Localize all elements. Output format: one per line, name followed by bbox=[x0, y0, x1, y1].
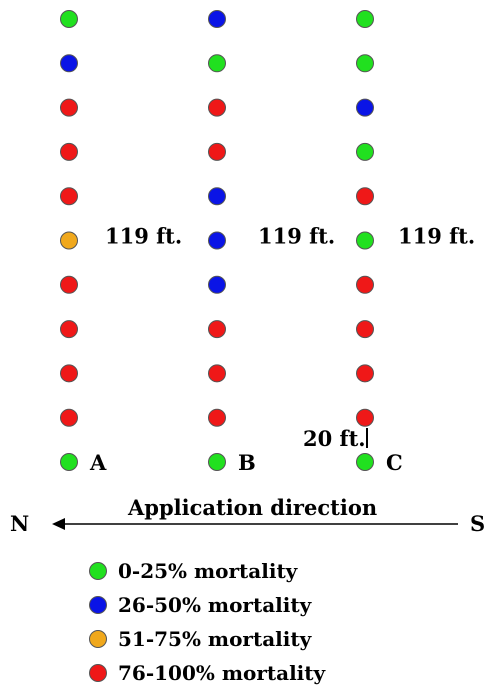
legend-item: 0-25% mortality bbox=[89, 559, 299, 583]
plot-dot bbox=[60, 98, 78, 117]
plot-dot bbox=[60, 187, 78, 206]
row-distance-label: 119 ft. bbox=[105, 224, 182, 249]
plot-dot bbox=[60, 320, 78, 339]
legend-swatch bbox=[89, 664, 107, 682]
north-label: N bbox=[10, 511, 29, 536]
row-label: A bbox=[89, 450, 107, 475]
application-direction: N Application direction S bbox=[10, 495, 485, 536]
plot-dot bbox=[60, 453, 78, 471]
plot-dot bbox=[356, 453, 374, 471]
legend-swatch bbox=[89, 596, 107, 614]
plot-dot bbox=[60, 54, 78, 73]
legend-swatch bbox=[89, 562, 107, 580]
plot-dot bbox=[356, 320, 374, 339]
plot-dot bbox=[356, 364, 374, 383]
plot-dot bbox=[356, 187, 374, 206]
plot-dot bbox=[356, 231, 374, 250]
legend-item: 76-100% mortality bbox=[89, 661, 327, 685]
row-label: B bbox=[238, 450, 256, 475]
arrowhead-icon bbox=[52, 518, 65, 530]
row-distance-label: 119 ft. bbox=[258, 224, 335, 249]
row-distance-label: 119 ft. bbox=[398, 224, 475, 249]
plot-dot bbox=[208, 10, 226, 28]
plot-dot bbox=[208, 142, 226, 161]
legend-swatch bbox=[89, 630, 107, 648]
plot-dot bbox=[208, 408, 226, 427]
plot-dot bbox=[60, 364, 78, 383]
legend-label: 76-100% mortality bbox=[118, 661, 327, 685]
row-label: C bbox=[386, 450, 403, 475]
plot-dot bbox=[356, 142, 374, 161]
plot-dot bbox=[208, 187, 226, 206]
plot-dot bbox=[208, 54, 226, 73]
plot-dot bbox=[356, 10, 374, 28]
plot-dot bbox=[356, 275, 374, 294]
plot-rows: A 119 ft. B 119 ft. C 119 ft. bbox=[60, 10, 475, 475]
plot-dot bbox=[356, 54, 374, 73]
legend-item: 51-75% mortality bbox=[89, 627, 313, 651]
plot-dot bbox=[208, 231, 226, 250]
plot-row-b: B 119 ft. bbox=[208, 10, 335, 475]
legend-label: 26-50% mortality bbox=[118, 593, 313, 617]
plot-dot bbox=[208, 364, 226, 383]
legend-label: 51-75% mortality bbox=[118, 627, 313, 651]
plot-row-c: C 119 ft. bbox=[356, 10, 475, 475]
plot-dot bbox=[60, 142, 78, 161]
legend: 0-25% mortality 26-50% mortality 51-75% mo… bbox=[89, 559, 327, 685]
plot-dot bbox=[208, 98, 226, 117]
plot-dot bbox=[356, 98, 374, 117]
legend-item: 26-50% mortality bbox=[89, 593, 313, 617]
plot-dot bbox=[60, 231, 78, 250]
plot-dot bbox=[356, 408, 374, 427]
plot-dot bbox=[208, 275, 226, 294]
south-label: S bbox=[470, 511, 485, 536]
plot-dot bbox=[60, 275, 78, 294]
spacing-label: 20 ft. bbox=[303, 426, 366, 451]
plot-row-a: A 119 ft. bbox=[60, 10, 182, 475]
legend-label: 0-25% mortality bbox=[118, 559, 299, 583]
plot-dot bbox=[60, 10, 78, 28]
plot-dot bbox=[208, 320, 226, 339]
plot-dot bbox=[208, 453, 226, 471]
plot-dot bbox=[60, 408, 78, 427]
application-direction-label: Application direction bbox=[127, 495, 377, 520]
